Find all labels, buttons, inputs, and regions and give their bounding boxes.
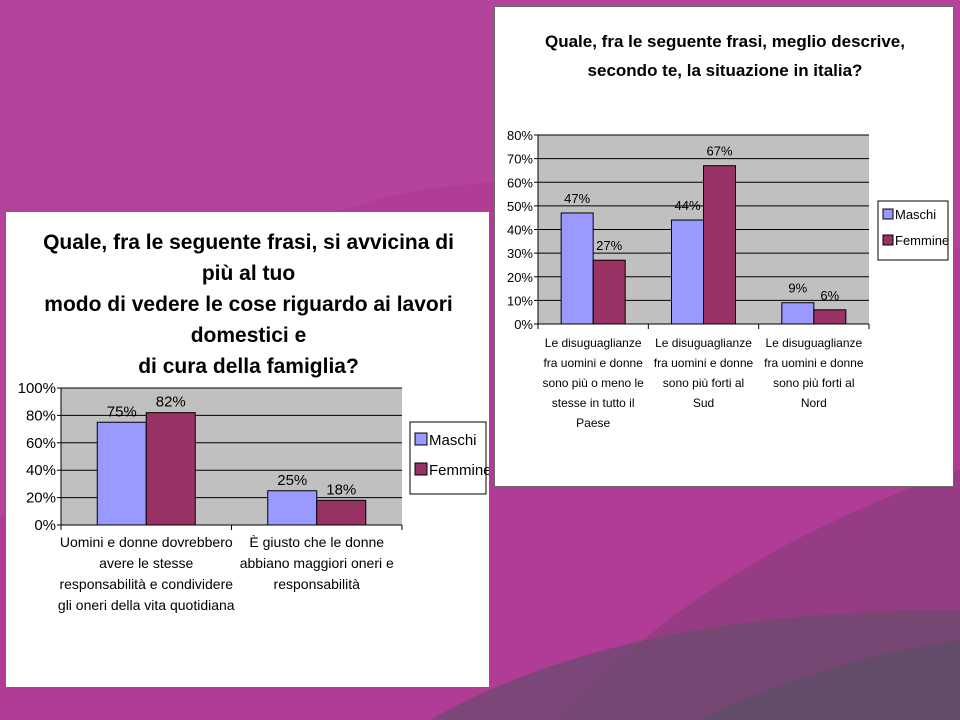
data-label: 9% bbox=[788, 281, 807, 296]
y-tick-label: 100% bbox=[18, 380, 56, 397]
chart-title-line: modo di vedere le cose riguardo ai lavor… bbox=[44, 293, 453, 347]
y-tick-label: 0% bbox=[34, 517, 56, 534]
legend-label: Maschi bbox=[895, 207, 936, 222]
data-label: 67% bbox=[706, 144, 732, 159]
category-label: responsabilità e condividere bbox=[59, 576, 233, 592]
y-tick-label: 30% bbox=[507, 246, 533, 261]
data-label: 27% bbox=[596, 238, 622, 253]
data-label: 47% bbox=[564, 191, 590, 206]
y-tick-label: 20% bbox=[26, 490, 56, 507]
bar-chart-inequality-italy: 0% 10% 20% 30% 40% 50% 60% 70% 80% 47% 27% Le disug… bbox=[507, 128, 949, 430]
chart-panel-household-work: Quale, fra le seguente frasi, si avvicin… bbox=[5, 211, 490, 688]
chart-title-line: Quale, fra le seguente frasi, meglio des… bbox=[545, 32, 905, 51]
legend-swatch bbox=[882, 208, 894, 220]
y-tick-label: 80% bbox=[507, 128, 533, 143]
bar-femmine bbox=[592, 259, 626, 325]
y-tick-label: 60% bbox=[507, 175, 533, 190]
data-label: 6% bbox=[820, 288, 839, 303]
bar-maschi bbox=[96, 421, 147, 526]
bar-maschi bbox=[671, 219, 704, 325]
bar-maschi bbox=[267, 490, 318, 526]
data-label: 75% bbox=[107, 403, 137, 420]
category-label: Le disuguaglianze bbox=[545, 336, 642, 350]
category-label: abbiano maggiori oneri e bbox=[240, 555, 394, 571]
category-label: È giusto che le donne bbox=[249, 534, 384, 550]
data-label: 18% bbox=[326, 481, 356, 498]
y-tick-label: 40% bbox=[26, 462, 56, 479]
bar-maschi bbox=[560, 212, 594, 325]
chart-title-household-work: Quale, fra le seguente frasi, si avvicin… bbox=[26, 227, 471, 382]
category-label: sono più forti al bbox=[773, 376, 854, 390]
bar-femmine bbox=[703, 165, 736, 325]
legend-label: Femmine bbox=[429, 462, 489, 479]
category-label: responsabilità bbox=[274, 576, 361, 592]
category-label: stesse in tutto il bbox=[552, 396, 635, 410]
y-tick-label: 50% bbox=[507, 199, 533, 214]
data-label: 44% bbox=[674, 198, 700, 213]
legend-swatch bbox=[882, 234, 894, 246]
chart-title-line: secondo te, la situazione in italia? bbox=[587, 61, 863, 80]
category-label: fra uomini e donne bbox=[764, 356, 864, 370]
y-tick-label: 10% bbox=[507, 293, 533, 308]
y-tick-label: 80% bbox=[26, 407, 56, 424]
y-tick-label: 60% bbox=[26, 435, 56, 452]
legend-label: Maschi bbox=[429, 432, 477, 449]
category-label: sono più o meno le bbox=[542, 376, 644, 390]
chart-title-line: di cura della famiglia? bbox=[138, 355, 359, 378]
category-label: gli oneri della vita quotidiana bbox=[58, 597, 235, 613]
legend-swatch bbox=[414, 432, 428, 446]
y-tick-label: 40% bbox=[507, 223, 533, 238]
chart-panel-inequality-italy: Quale, fra le seguente frasi, meglio des… bbox=[494, 6, 954, 487]
category-label: sono più forti al bbox=[663, 376, 744, 390]
y-tick-label: 0% bbox=[514, 317, 533, 332]
category-label: Paese bbox=[576, 416, 610, 430]
category-label: Uomini e donne dovrebbero bbox=[60, 534, 233, 550]
legend-swatch bbox=[414, 462, 428, 476]
chart-title-line: Quale, fra le seguente frasi, si avvicin… bbox=[43, 231, 454, 285]
bar-femmine bbox=[813, 309, 847, 325]
data-label: 82% bbox=[156, 394, 186, 411]
category-label: Sud bbox=[693, 396, 714, 410]
category-label: Le disuguaglianze bbox=[655, 336, 752, 350]
bar-femmine bbox=[316, 499, 367, 526]
category-label: Le disuguaglianze bbox=[765, 336, 862, 350]
y-tick-label: 20% bbox=[507, 270, 533, 285]
bar-maschi bbox=[781, 302, 815, 325]
data-label: 25% bbox=[277, 472, 307, 489]
category-label: Nord bbox=[801, 396, 827, 410]
category-label: avere le stesse bbox=[99, 555, 193, 571]
category-label: fra uomini e donne bbox=[543, 356, 643, 370]
bar-chart-household-work: 0% 20% 40% 60% 80% 100% 75% 82% Uomini e donne d… bbox=[18, 380, 489, 613]
chart-title-inequality-italy: Quale, fra le seguente frasi, meglio des… bbox=[535, 27, 915, 85]
category-label: fra uomini e donne bbox=[654, 356, 754, 370]
y-tick-label: 70% bbox=[507, 152, 533, 167]
legend-label: Femmine bbox=[895, 233, 949, 248]
bar-femmine bbox=[145, 412, 196, 526]
